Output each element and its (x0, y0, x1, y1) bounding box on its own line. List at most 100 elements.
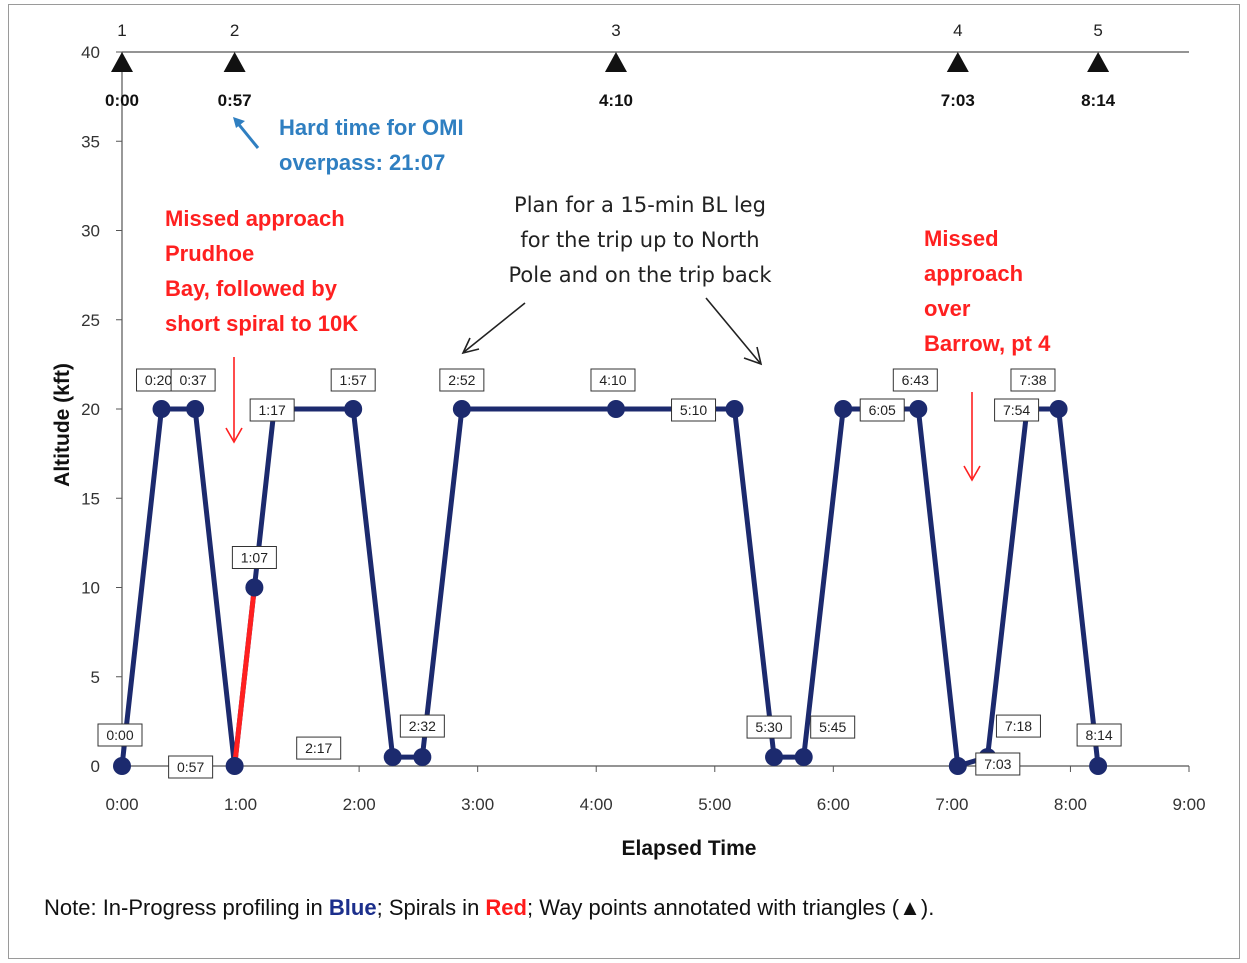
y-axis-title: Altitude (kft) (51, 363, 74, 487)
point-label: 6:43 (902, 372, 929, 388)
point-labels: 0:00 0:20 0:37 0:57 1:07 1:17 1:57 2:17 2:32 2:52… (97, 368, 1122, 779)
point-label-box (892, 368, 938, 392)
x-tick-label: 4:00 (580, 795, 613, 814)
data-point (413, 748, 432, 767)
point-label-box (1076, 723, 1122, 747)
point-label: 7:03 (984, 756, 1011, 772)
waypoint-time: 0:00 (105, 91, 139, 110)
x-tick-label: 7:00 (935, 795, 968, 814)
data-point (383, 748, 402, 767)
x-tick-label: 8:00 (1054, 795, 1087, 814)
y-tick-label: 5 (91, 668, 100, 687)
waypoint-number: 2 (230, 21, 239, 40)
annotation-omi: Hard time for OMI (279, 115, 464, 140)
annotation-bl-leg: Plan for a 15-min BL leg (514, 193, 766, 217)
y-tick-label: 20 (81, 400, 100, 419)
x-tick-label: 0:00 (105, 795, 138, 814)
data-point (152, 400, 171, 418)
point-label-box (590, 368, 636, 392)
annotation-prudhoe: Bay, followed by (165, 276, 338, 301)
annotation-barrow-arrowhead (963, 465, 981, 482)
data-point (225, 757, 244, 775)
point-label: 2:52 (448, 372, 475, 388)
waypoint-triangle (223, 52, 246, 72)
data-point (606, 400, 625, 418)
waypoint-triangle (111, 52, 133, 72)
note-red-word: Red (485, 895, 527, 920)
point-label: 4:10 (599, 372, 626, 388)
point-label-box (231, 546, 277, 569)
point-label: 1:17 (259, 402, 286, 418)
data-point (1049, 400, 1068, 418)
y-tick-label: 30 (81, 222, 100, 241)
point-label-box (994, 398, 1040, 422)
annotation-omi-arrowhead (233, 117, 245, 128)
series-line-blue (119, 406, 1101, 769)
series-lines (119, 406, 1101, 769)
waypoint-number: 1 (117, 21, 126, 40)
y-tick-label: 0 (91, 757, 100, 776)
note-prefix: Note: In-Progress profiling in (44, 895, 329, 920)
annotation-prudhoe-arrowhead (225, 427, 243, 444)
waypoint-number: 3 (611, 21, 620, 40)
x-tick-label: 5:00 (698, 795, 731, 814)
data-point (452, 400, 471, 418)
series-points (113, 400, 1108, 775)
data-point (834, 400, 853, 418)
point-label: 0:37 (179, 372, 206, 388)
waypoints: 1 0:00 2 0:57 3 4:10 4 7:03 5 8:14 (105, 21, 1116, 110)
point-label-box (249, 398, 295, 422)
point-label-box (330, 368, 376, 392)
point-label-box (746, 715, 792, 739)
data-point (948, 757, 967, 775)
chart-note: Note: In-Progress profiling in Blue; Spi… (44, 895, 934, 921)
data-point (794, 748, 813, 767)
note-middle: ; Spirals in (376, 895, 486, 920)
point-label: 5:10 (680, 402, 707, 418)
waypoint-time: 0:57 (218, 91, 252, 110)
point-label-box (97, 723, 143, 747)
point-label: 7:38 (1019, 372, 1046, 388)
waypoint-time: 4:10 (599, 91, 633, 110)
annotation-barrow: over (924, 296, 971, 321)
x-tick-label: 1:00 (224, 795, 257, 814)
data-point (186, 400, 205, 418)
waypoint-triangle (604, 52, 627, 72)
note-suffix: ; Way points annotated with triangles (▲… (526, 895, 935, 920)
data-point (1089, 757, 1108, 775)
point-label: 1:07 (241, 550, 268, 566)
annotation-bl-arrowhead-right (743, 346, 763, 366)
data-point (725, 400, 744, 418)
point-label-box (810, 715, 856, 739)
annotation-barrow: Barrow, pt 4 (924, 331, 1051, 356)
point-label: 7:54 (1003, 402, 1030, 418)
point-label-box (671, 398, 717, 422)
point-label-box (995, 714, 1041, 738)
point-label: 6:05 (869, 402, 896, 418)
point-label: 7:18 (1005, 718, 1032, 734)
waypoint-triangle (946, 52, 969, 72)
point-label: 5:30 (755, 719, 782, 735)
point-label: 8:14 (1085, 727, 1112, 743)
data-point (113, 757, 131, 775)
point-label: 0:20 (145, 372, 172, 388)
x-tick-label: 3:00 (461, 795, 494, 814)
waypoint-number: 5 (1093, 21, 1102, 40)
data-point (245, 578, 264, 597)
data-point (344, 400, 363, 418)
annotations: Hard time for OMI overpass: 21:07 Missed a… (165, 115, 1051, 482)
point-label-box (296, 736, 342, 760)
annotation-bl-arrow-right (705, 297, 761, 364)
data-point (909, 400, 928, 418)
point-label-box (975, 752, 1021, 776)
point-label: 1:57 (340, 372, 367, 388)
axes: 0 5 10 15 20 25 30 35 40 0:00 1:00 2:00 3:00 4:00 5:00… (81, 43, 1205, 814)
point-label: 2:32 (409, 718, 436, 734)
y-tick-label: 25 (81, 311, 100, 330)
waypoint-time: 7:03 (941, 91, 975, 110)
point-label-box (170, 368, 216, 392)
point-label-box (399, 714, 445, 738)
annotation-prudhoe: Prudhoe (165, 241, 254, 266)
point-label-box (859, 398, 905, 422)
